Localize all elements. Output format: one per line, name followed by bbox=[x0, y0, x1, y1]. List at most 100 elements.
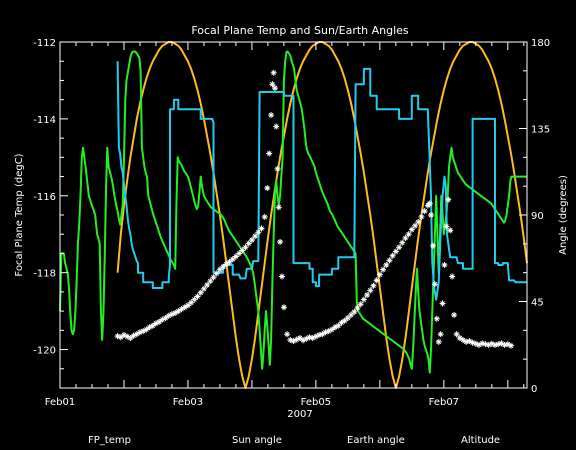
data-point-fp-temp bbox=[405, 231, 412, 238]
data-point-fp-temp bbox=[273, 123, 280, 130]
data-point-fp-temp bbox=[443, 223, 450, 230]
data-point-fp-temp bbox=[383, 261, 390, 268]
data-point-fp-temp bbox=[178, 306, 185, 313]
data-point-fp-temp bbox=[508, 342, 515, 349]
data-point-fp-temp bbox=[370, 282, 377, 289]
data-point-fp-temp bbox=[258, 225, 265, 232]
y-tick-label-right: 45 bbox=[531, 298, 544, 309]
data-point-fp-temp bbox=[456, 335, 463, 342]
data-point-fp-temp bbox=[133, 331, 140, 338]
data-point-fp-temp bbox=[242, 244, 249, 251]
y-tick-label-left: -116 bbox=[33, 192, 56, 203]
legend: FP_temp Sun angle Earth angle Altitude bbox=[88, 435, 500, 446]
data-point-fp-temp bbox=[197, 289, 204, 296]
y-tick-label-left: -118 bbox=[33, 269, 56, 280]
data-point-fp-temp bbox=[412, 222, 419, 229]
axis-layer: Feb01 Feb03 Feb05 Feb07 -112 -114 -116 -118 -120… bbox=[33, 38, 550, 408]
legend-earth-angle: Earth angle bbox=[347, 435, 405, 446]
data-point-fp-temp bbox=[275, 204, 282, 211]
data-point-fp-temp bbox=[431, 281, 438, 288]
data-point-fp-temp bbox=[127, 335, 134, 342]
data-point-fp-temp bbox=[252, 233, 259, 240]
data-point-fp-temp bbox=[449, 273, 456, 280]
data-point-fp-temp bbox=[194, 293, 201, 300]
data-point-fp-temp bbox=[447, 227, 454, 234]
data-point-fp-temp bbox=[418, 213, 425, 220]
data-point-fp-temp bbox=[210, 274, 217, 281]
data-point-fp-temp bbox=[367, 287, 374, 294]
y-tick-label-right: 90 bbox=[531, 211, 544, 222]
y-tick-label-right: 135 bbox=[531, 125, 550, 136]
data-point-fp-temp bbox=[284, 331, 291, 338]
data-point-fp-temp bbox=[255, 229, 262, 236]
data-point-fp-temp bbox=[354, 305, 361, 312]
data-point-fp-temp bbox=[435, 338, 442, 345]
x-axis-label: 2007 bbox=[287, 409, 312, 420]
data-point-fp-temp bbox=[426, 200, 433, 207]
data-point-fp-temp bbox=[445, 196, 452, 203]
data-point-fp-temp bbox=[328, 326, 335, 333]
data-point-fp-temp bbox=[117, 334, 124, 341]
data-point-fp-temp bbox=[389, 252, 396, 259]
data-point-fp-temp bbox=[223, 261, 230, 268]
data-point-fp-temp bbox=[271, 85, 278, 92]
data-point-fp-temp bbox=[280, 304, 287, 311]
data-point-fp-temp bbox=[264, 185, 271, 192]
data-point-fp-temp bbox=[268, 112, 275, 119]
data-point-fp-temp bbox=[386, 257, 393, 264]
y-tick-label-left: -112 bbox=[33, 38, 56, 49]
data-point-fp-temp bbox=[460, 336, 467, 343]
y-tick-label-left: -114 bbox=[33, 115, 56, 126]
series-line-sun-angle bbox=[116, 61, 527, 301]
data-point-fp-temp bbox=[162, 315, 169, 322]
data-point-fp-temp bbox=[376, 271, 383, 278]
data-point-fp-temp bbox=[274, 165, 281, 172]
y-tick-label-right: 0 bbox=[531, 384, 537, 395]
data-point-fp-temp bbox=[437, 331, 444, 338]
data-point-fp-temp bbox=[338, 319, 345, 326]
x-tick-label: Feb03 bbox=[173, 397, 203, 408]
data-point-fp-temp bbox=[278, 273, 285, 280]
data-point-fp-temp bbox=[319, 331, 326, 338]
data-point-fp-temp bbox=[421, 208, 428, 215]
data-point-fp-temp bbox=[200, 285, 207, 292]
data-point-fp-temp bbox=[143, 326, 150, 333]
data-point-fp-temp bbox=[344, 315, 351, 322]
data-point-fp-temp bbox=[204, 281, 211, 288]
y-tick-label-right: 180 bbox=[531, 38, 550, 49]
data-point-fp-temp bbox=[172, 310, 179, 317]
series-line-earth-angle bbox=[59, 50, 527, 374]
data-point-fp-temp bbox=[266, 150, 273, 157]
data-point-fp-temp bbox=[429, 242, 436, 249]
data-point-fp-temp bbox=[360, 296, 367, 303]
data-point-fp-temp bbox=[402, 235, 409, 242]
data-point-fp-temp bbox=[156, 318, 163, 325]
data-point-fp-temp bbox=[296, 335, 303, 342]
y-axis-label-right: Angle (degrees) bbox=[558, 175, 569, 255]
x-tick-label: Feb07 bbox=[429, 397, 459, 408]
legend-fp-temp: FP_temp bbox=[88, 435, 131, 446]
y-tick-label-left: -120 bbox=[33, 346, 56, 357]
series-layer bbox=[59, 41, 528, 389]
data-point-fp-temp bbox=[364, 291, 371, 298]
data-point-fp-temp bbox=[453, 331, 460, 338]
data-point-fp-temp bbox=[269, 81, 276, 88]
series-fp-temp bbox=[114, 69, 515, 349]
data-point-fp-temp bbox=[441, 261, 448, 268]
data-point-fp-temp bbox=[428, 212, 435, 218]
data-point-fp-temp bbox=[261, 213, 268, 220]
data-point-fp-temp bbox=[451, 311, 458, 318]
data-point-fp-temp bbox=[373, 277, 380, 284]
data-point-fp-temp bbox=[396, 244, 403, 251]
legend-sun-angle: Sun angle bbox=[232, 435, 282, 446]
data-point-fp-temp bbox=[207, 278, 214, 285]
y-axis-label-left: Focal Plane Temp (degC) bbox=[14, 153, 25, 276]
data-point-fp-temp bbox=[399, 239, 406, 246]
data-point-fp-temp bbox=[380, 266, 387, 273]
data-point-fp-temp bbox=[351, 308, 358, 315]
x-tick-label: Feb05 bbox=[301, 397, 331, 408]
data-point-fp-temp bbox=[181, 304, 188, 311]
x-tick-label: Feb01 bbox=[45, 397, 75, 408]
data-point-fp-temp bbox=[357, 301, 364, 308]
data-point-fp-temp bbox=[248, 236, 255, 243]
